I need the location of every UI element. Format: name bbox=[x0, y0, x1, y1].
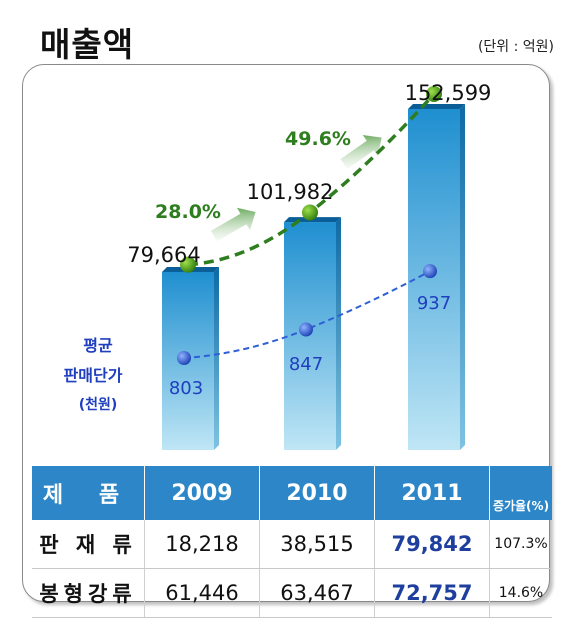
price-point-2009 bbox=[177, 351, 191, 365]
bar-side bbox=[336, 217, 341, 450]
bar-side bbox=[214, 266, 219, 450]
sales-value-label: 152,599 bbox=[405, 81, 492, 105]
bar-2011 bbox=[408, 108, 460, 451]
sales-point-2009 bbox=[180, 256, 196, 273]
growth-label: 49.6% bbox=[285, 128, 351, 150]
header-2009: 2009 bbox=[144, 466, 260, 520]
price-value-label: 847 bbox=[289, 354, 323, 375]
row-growth: 14.6% bbox=[489, 568, 552, 618]
row-2010: 38,515 bbox=[259, 520, 375, 569]
sales-value-label: 79,664 bbox=[127, 243, 200, 267]
price-value-label: 803 bbox=[169, 378, 203, 399]
sales-point-2010 bbox=[302, 204, 318, 221]
price-value-label: 937 bbox=[417, 293, 451, 314]
header-growth: 증가율(%) bbox=[489, 466, 552, 520]
row-2011: 79,842 bbox=[374, 520, 490, 569]
header-product: 제 품 bbox=[32, 466, 145, 520]
growth-arrow-shape bbox=[211, 207, 256, 242]
price-point-2010 bbox=[299, 322, 313, 337]
sales-value-label: 101,982 bbox=[247, 180, 334, 204]
header-2010: 2010 bbox=[259, 466, 375, 520]
header-2011: 2011 bbox=[374, 466, 490, 520]
bar-2010 bbox=[284, 222, 336, 450]
growth-arrow-1 bbox=[211, 207, 256, 242]
growth-arrow-shape bbox=[340, 134, 382, 169]
bar-side bbox=[460, 103, 465, 451]
growth-arrow-2 bbox=[340, 134, 382, 169]
page-title: 매출액 bbox=[40, 25, 135, 64]
price-point-2011 bbox=[423, 264, 437, 279]
table-header-row: 제 품 2009 2010 2011 증가율(%) bbox=[32, 466, 552, 520]
row-product: 봉형강류 bbox=[32, 568, 145, 618]
price-legend-line-2: 판매단가 bbox=[64, 366, 123, 385]
row-2011: 72,757 bbox=[374, 568, 490, 618]
row-2010: 63,467 bbox=[259, 568, 375, 618]
row-growth: 107.3% bbox=[489, 520, 552, 569]
price-legend-line-3: (천원) bbox=[79, 397, 118, 413]
table-row: 봉형강류 61,446 63,467 72,757 14.6% bbox=[32, 568, 552, 618]
growth-label: 28.0% bbox=[155, 201, 221, 223]
sales-table: 제 품 2009 2010 2011 증가율(%) 판 재 류 18,218 3… bbox=[32, 466, 552, 618]
unit-label: (단위 : 억원) bbox=[477, 39, 554, 55]
row-product: 판 재 류 bbox=[32, 520, 145, 569]
row-2009: 18,218 bbox=[144, 520, 260, 569]
price-legend-line-1: 평균 bbox=[83, 336, 113, 355]
sales-point-2011 bbox=[426, 86, 442, 102]
row-2009: 61,446 bbox=[144, 568, 260, 618]
table-row: 판 재 류 18,218 38,515 79,842 107.3% bbox=[32, 520, 552, 569]
